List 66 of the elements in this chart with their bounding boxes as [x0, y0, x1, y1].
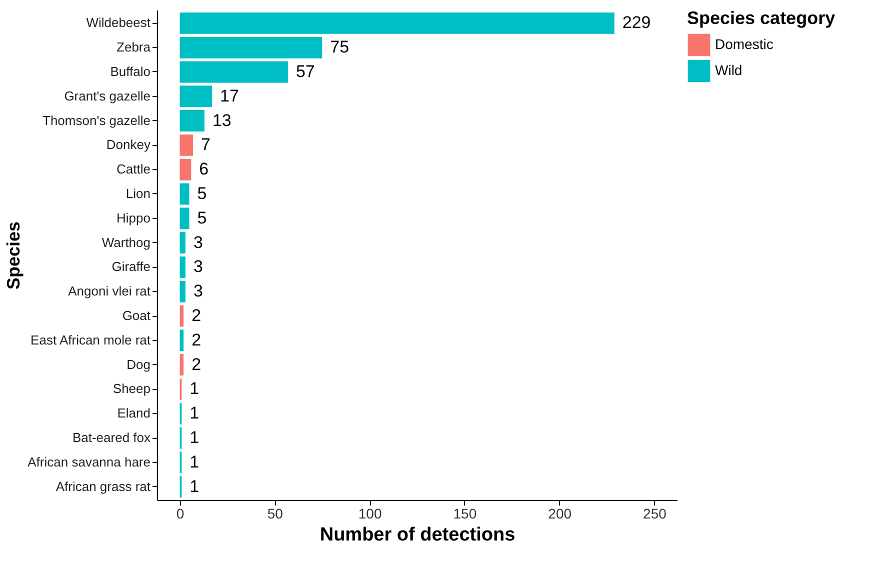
data-label: 5	[197, 184, 207, 203]
data-label: 3	[193, 232, 203, 252]
y-tick-label: Donkey	[106, 137, 151, 152]
data-label: 1	[190, 404, 200, 423]
legend-label: Wild	[715, 62, 742, 78]
bar	[180, 158, 192, 180]
data-label: 2	[192, 354, 202, 374]
bar	[180, 354, 184, 376]
data-label: 3	[193, 257, 203, 276]
y-tick-label: Sheep	[112, 381, 150, 396]
bar	[180, 208, 190, 230]
data-label: 6	[199, 160, 209, 179]
y-tick-label: Warthog	[102, 234, 150, 250]
data-label: 13	[212, 110, 232, 130]
y-tick-label: Goat	[122, 308, 151, 324]
x-tick-label: 0	[176, 506, 184, 522]
data-label: 3	[193, 282, 203, 301]
y-tick-label: East African mole rat	[30, 332, 151, 348]
y-tick-label: Dog	[126, 356, 150, 372]
data-label: 1	[190, 428, 200, 448]
y-tick-label: Grant's gazelle	[64, 88, 150, 104]
bar	[180, 110, 204, 132]
y-tick-label: Hippo	[116, 210, 150, 226]
bar	[180, 305, 184, 327]
y-tick-label: Cattle	[116, 162, 150, 177]
bar	[180, 134, 194, 156]
y-tick-label: Eland	[117, 406, 150, 421]
y-tick-label: Wildebeest	[86, 15, 151, 30]
data-label: 57	[296, 62, 315, 81]
y-tick-label: Zebra	[116, 40, 152, 55]
data-label: 2	[192, 330, 202, 350]
data-label: 1	[190, 476, 200, 496]
x-tick-label: 50	[267, 506, 284, 522]
bar	[180, 61, 288, 83]
data-label: 5	[197, 208, 207, 228]
x-tick-label: 100	[358, 506, 382, 522]
y-tick-label: Buffalo	[110, 64, 150, 79]
data-label: 7	[201, 135, 211, 154]
bar	[180, 232, 186, 254]
y-tick-label: Thomson's gazelle	[42, 112, 150, 128]
data-label: 1	[190, 379, 200, 398]
bar	[180, 36, 322, 58]
legend-label: Domestic	[715, 36, 774, 52]
bar	[180, 330, 184, 352]
x-tick-label: 150	[453, 506, 477, 522]
x-tick-label: 200	[548, 506, 572, 522]
y-tick-label: African savanna hare	[28, 454, 150, 470]
y-tick-label: Giraffe	[112, 259, 150, 274]
y-tick-label: Bat-eared fox	[72, 430, 151, 446]
data-label: 75	[330, 38, 350, 57]
data-label: 17	[220, 86, 239, 106]
bar	[180, 12, 614, 34]
legend-title: Species category	[687, 8, 836, 28]
y-axis-title: Species	[4, 221, 24, 290]
bar	[180, 256, 186, 278]
data-label: 229	[622, 13, 651, 32]
data-label: 1	[190, 452, 200, 472]
bar	[180, 86, 212, 108]
data-label: 2	[192, 306, 202, 326]
bar	[180, 280, 186, 302]
x-axis-title: Number of detections	[320, 524, 516, 546]
x-tick-label: 250	[643, 506, 667, 522]
y-tick-label: Angoni vlei rat	[68, 284, 151, 299]
y-tick-label: Lion	[126, 186, 150, 201]
bar	[180, 183, 190, 205]
y-tick-label: African grass rat	[56, 478, 151, 494]
